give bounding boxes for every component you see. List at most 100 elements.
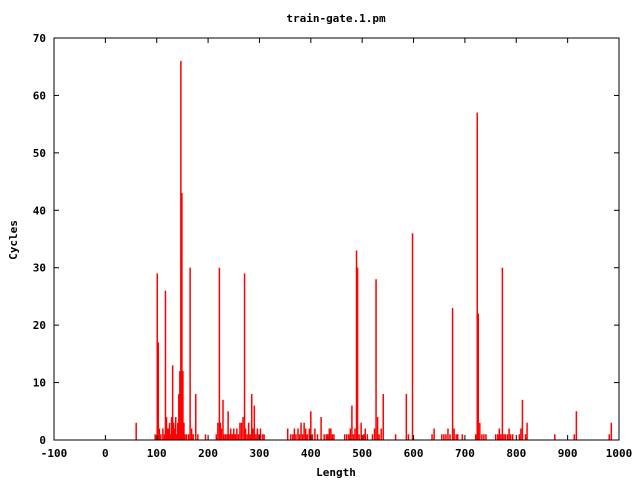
bar: [263, 434, 265, 440]
bar: [524, 434, 527, 440]
bar: [163, 434, 166, 440]
bar: [355, 250, 358, 440]
bar: [481, 434, 483, 440]
bar: [303, 422, 305, 440]
bar: [328, 428, 331, 440]
bar: [441, 434, 443, 440]
bar: [158, 428, 161, 440]
bar: [222, 399, 224, 440]
bar: [187, 434, 190, 440]
x-tick-label: 100: [147, 447, 167, 460]
bar: [503, 434, 505, 440]
x-tick-label: 800: [506, 447, 526, 460]
y-tick-label: 30: [33, 262, 46, 275]
bar: [349, 428, 352, 440]
bars-group: [135, 60, 613, 440]
x-tick-label: 1000: [606, 447, 633, 460]
bar: [476, 112, 478, 440]
bar: [195, 394, 197, 440]
bar: [356, 267, 359, 440]
x-axis-ticks: -100 0 100 200 300 400 500 600 700 800 900 1000: [41, 38, 633, 460]
bar: [474, 434, 477, 440]
bar: [306, 434, 308, 440]
bar: [229, 428, 232, 440]
x-tick-label: 400: [301, 447, 321, 460]
bar: [240, 422, 243, 440]
bar: [204, 434, 207, 440]
bar: [520, 428, 522, 440]
bar: [364, 428, 367, 440]
bar: [311, 434, 314, 440]
bar: [354, 428, 356, 440]
bar: [443, 434, 445, 440]
y-tick-label: 60: [33, 89, 46, 102]
bar: [259, 428, 262, 440]
bar: [166, 428, 169, 440]
bar: [610, 422, 613, 440]
x-tick-label: 0: [102, 447, 109, 460]
bar: [362, 434, 365, 440]
bar: [506, 434, 509, 440]
bar: [170, 417, 173, 440]
bar: [501, 267, 504, 440]
bar: [192, 434, 194, 440]
bar: [164, 290, 167, 440]
bar: [256, 428, 259, 440]
bar: [223, 434, 225, 440]
bar: [479, 422, 481, 440]
bar: [323, 434, 325, 440]
bar: [407, 434, 410, 440]
x-tick-label: 200: [198, 447, 218, 460]
bar: [179, 371, 181, 440]
bar: [304, 428, 307, 440]
bar: [220, 428, 223, 440]
bar: [182, 371, 184, 440]
x-tick-label: -100: [41, 447, 68, 460]
bar: [171, 365, 174, 440]
bar: [320, 417, 322, 440]
bar: [461, 434, 464, 440]
bar: [189, 267, 191, 440]
bar: [300, 422, 302, 440]
bar: [360, 422, 362, 440]
bar: [173, 428, 176, 440]
x-tick-label: 500: [352, 447, 372, 460]
bar: [498, 428, 501, 440]
bar: [449, 434, 451, 440]
bar: [247, 422, 250, 440]
bar: [483, 434, 485, 440]
bar: [227, 411, 229, 440]
bar: [575, 411, 578, 440]
bar: [526, 422, 528, 440]
bar: [358, 434, 360, 440]
x-tick-label: 900: [558, 447, 578, 460]
bar: [380, 428, 382, 440]
bar: [243, 273, 246, 440]
bar: [314, 428, 316, 440]
bar: [573, 434, 576, 440]
bar: [301, 434, 304, 440]
bar: [157, 342, 160, 440]
bar: [298, 434, 301, 440]
bar: [261, 434, 264, 440]
bar: [373, 428, 376, 440]
x-tick-label: 300: [250, 447, 270, 460]
bar: [239, 422, 241, 440]
bar: [352, 434, 355, 440]
bar: [554, 434, 556, 440]
bar: [290, 434, 292, 440]
bar: [237, 434, 240, 440]
bar: [325, 434, 327, 440]
bar: [162, 428, 164, 440]
bar: [316, 434, 319, 440]
bar: [308, 428, 311, 440]
bar: [500, 434, 502, 440]
bar: [511, 434, 514, 440]
bar: [249, 434, 251, 440]
bar: [234, 434, 237, 440]
bar: [327, 434, 329, 440]
bar: [228, 434, 230, 440]
bar: [181, 193, 183, 440]
x-tick-label: 600: [404, 447, 424, 460]
